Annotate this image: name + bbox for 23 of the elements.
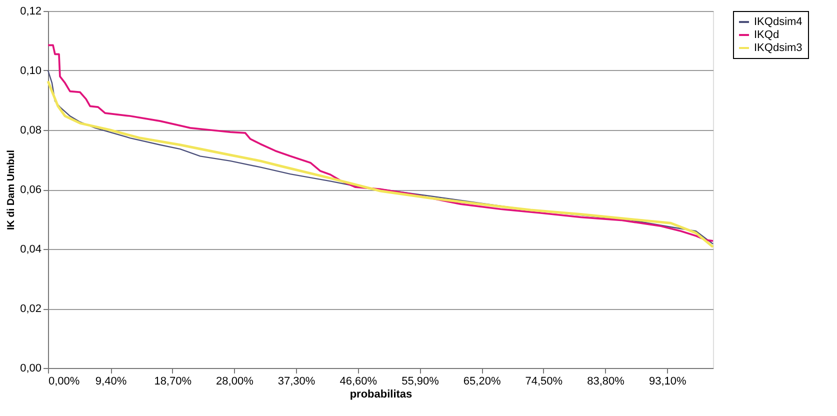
x-tick-label: 46,60%	[340, 376, 378, 388]
x-tick-label: 0,00%	[48, 376, 80, 388]
y-tick-label: 0,04	[20, 244, 42, 256]
x-tick-label: 93,10%	[648, 376, 686, 388]
x-tick-label: 18,70%	[154, 376, 192, 388]
x-tick-label: 9,40%	[95, 376, 127, 388]
y-tick-label: 0,10	[20, 65, 42, 77]
y-tick-label: 0,00	[20, 362, 42, 374]
y-tick-label: 0,08	[20, 124, 42, 136]
legend-label: IKQdsim4	[754, 16, 802, 28]
y-tick-label: 0,12	[20, 6, 42, 18]
y-axis-title: IK di Dam Umbul	[6, 150, 18, 230]
x-tick-label: 65,20%	[463, 376, 501, 388]
y-tick-label: 0,02	[20, 303, 42, 315]
x-tick-label: 74,50%	[525, 376, 563, 388]
legend-label: IKQdsim3	[754, 42, 802, 54]
x-tick-label: 55,90%	[402, 376, 440, 388]
x-tick-label: 28,00%	[216, 376, 254, 388]
x-tick-label: 37,30%	[278, 376, 316, 388]
x-axis-title: probabilitas	[350, 388, 412, 400]
y-tick-label: 0,06	[20, 184, 42, 196]
x-tick-label: 83,80%	[587, 376, 625, 388]
legend-label: IKQd	[754, 29, 780, 41]
